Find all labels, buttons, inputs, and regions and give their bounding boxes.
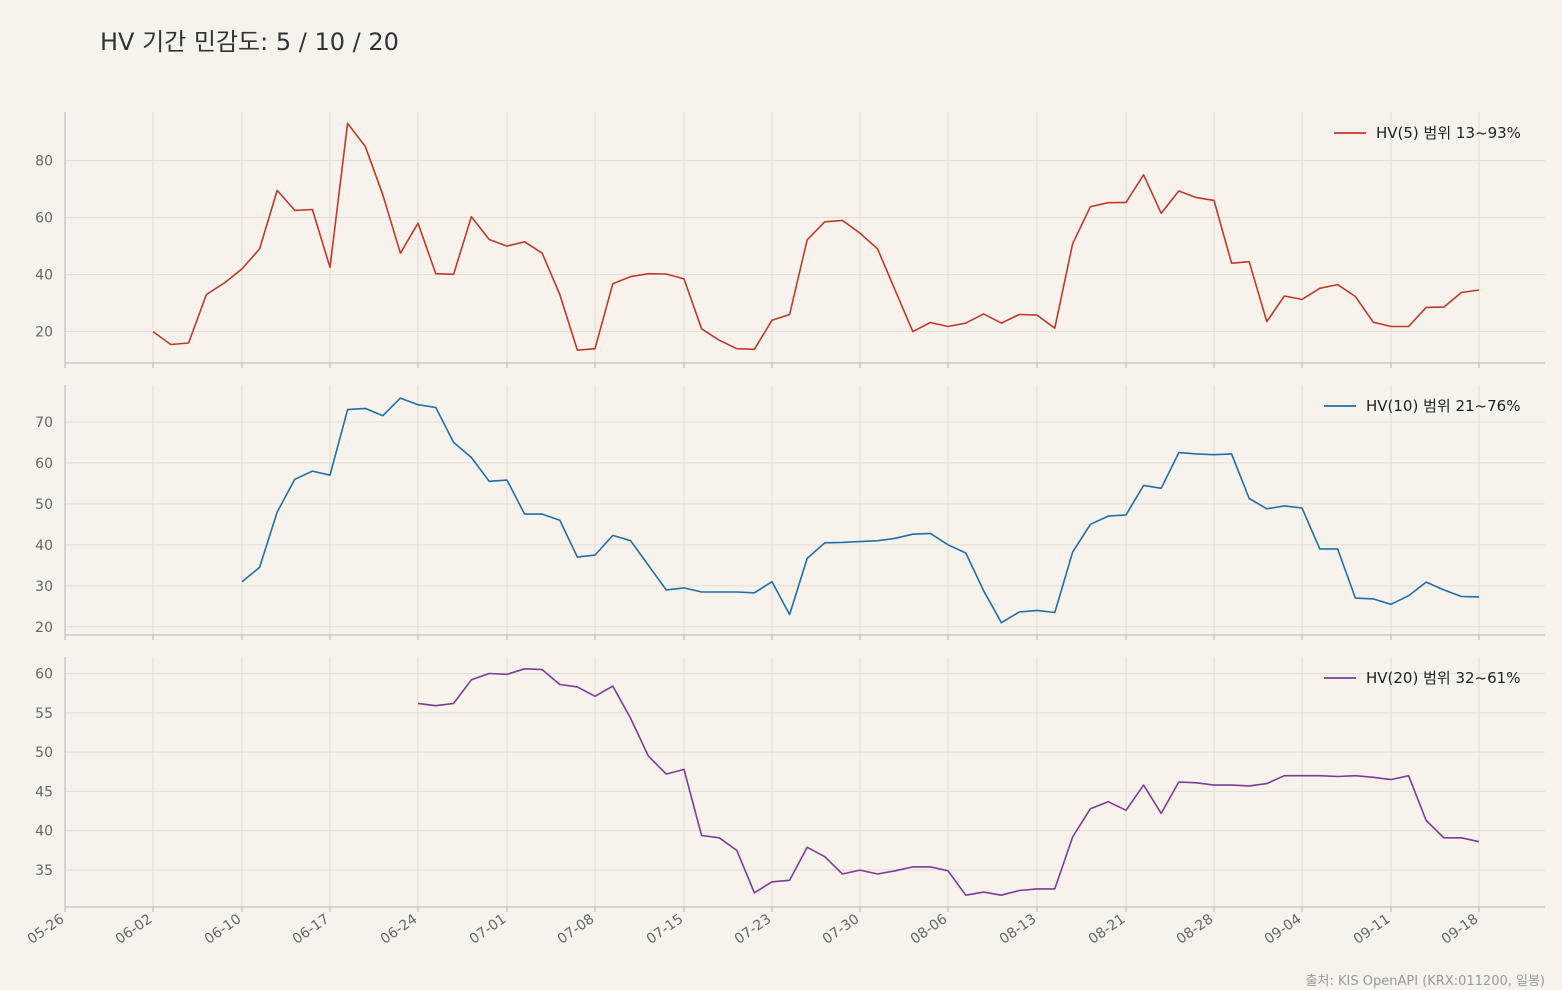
y-tick-label: 20 — [35, 620, 53, 636]
x-tick-label: 08-13 — [997, 911, 1040, 947]
panel-1: 20 40 60 80 HV(5) 범위 13~93% — [35, 112, 1545, 368]
x-tick-label: 07-01 — [467, 911, 510, 947]
y-tick-label: 40 — [35, 824, 53, 840]
legend-label: HV(10) 범위 21~76% — [1366, 397, 1520, 415]
y-tick-label: 55 — [35, 706, 53, 722]
x-tick-label: 06-10 — [202, 911, 245, 947]
y-tick-label: 20 — [35, 325, 53, 341]
y-tick-label: 50 — [35, 497, 53, 513]
legend-label: HV(20) 범위 32~61% — [1366, 669, 1520, 687]
x-tick-label: 09-04 — [1262, 911, 1305, 947]
y-tick-label: 60 — [35, 211, 53, 227]
x-axis: 05-26 06-02 06-10 06-17 06-24 07-01 07-08 07-15… — [25, 911, 1482, 947]
panel-3: 35 40 45 50 55 60 HV(20) 범위 32~61% — [35, 657, 1545, 912]
x-tick-label: 06-02 — [113, 911, 156, 947]
x-tick-label: 08-28 — [1174, 911, 1217, 947]
y-tick-label: 30 — [35, 579, 53, 595]
y-tick-label: 70 — [35, 415, 53, 431]
x-tick-label: 07-30 — [820, 911, 863, 947]
x-tick-label: 07-23 — [732, 911, 775, 947]
series-line — [241, 397, 1480, 624]
panel-2: 20 30 40 50 60 70 HV(10) 범위 21~76% — [35, 385, 1545, 640]
x-tick-label: 07-15 — [644, 911, 687, 947]
y-tick-label: 40 — [35, 268, 53, 284]
y-tick-label: 80 — [35, 153, 53, 169]
x-tick-label: 07-08 — [555, 911, 598, 947]
x-tick-label: 09-11 — [1351, 911, 1394, 947]
y-tick-label: 40 — [35, 538, 53, 554]
series-line — [152, 122, 1480, 352]
series-line — [417, 667, 1480, 897]
x-tick-label: 06-17 — [290, 911, 333, 947]
x-tick-label: 08-21 — [1086, 911, 1129, 947]
y-tick-label: 45 — [35, 784, 53, 800]
y-tick-label: 50 — [35, 745, 53, 761]
y-tick-label: 60 — [35, 667, 53, 683]
chart-title: HV 기간 민감도: 5 / 10 / 20 — [100, 28, 399, 56]
x-tick-label: 05-26 — [25, 911, 68, 947]
x-tick-label: 09-18 — [1439, 911, 1482, 947]
source-note: 출처: KIS OpenAPI (KRX:011200, 일봉) — [1306, 974, 1545, 989]
legend-label: HV(5) 범위 13~93% — [1376, 124, 1521, 142]
x-tick-label: 08-06 — [908, 911, 951, 947]
panels: 20 40 60 80 HV(5) 범위 13~93% 20 30 40 50 60 70 HV(10… — [35, 112, 1545, 912]
x-tick-label: 06-24 — [378, 911, 421, 947]
y-tick-label: 60 — [35, 456, 53, 472]
y-tick-label: 35 — [35, 863, 53, 879]
